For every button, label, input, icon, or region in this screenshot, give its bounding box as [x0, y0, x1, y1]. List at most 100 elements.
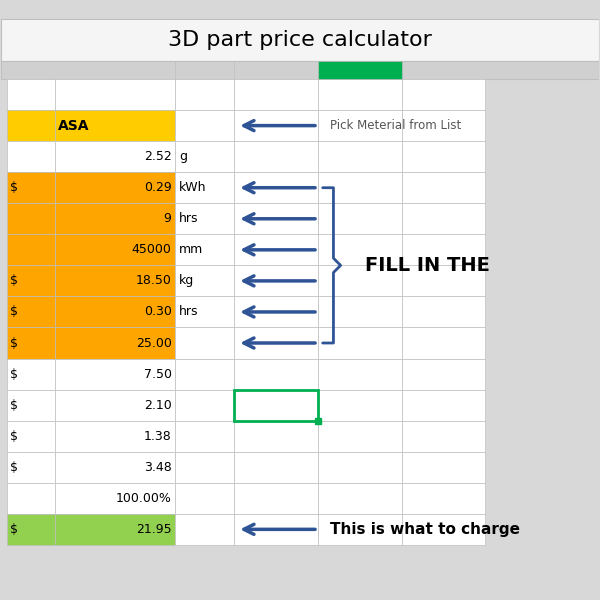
Bar — [175, 483, 235, 514]
Bar — [55, 79, 175, 110]
Text: ASA: ASA — [58, 119, 89, 133]
Text: 3D part price calculator: 3D part price calculator — [168, 30, 432, 50]
Bar — [7, 421, 55, 452]
Text: g: g — [179, 150, 187, 163]
Text: mm: mm — [179, 244, 203, 256]
Bar — [1, 61, 599, 79]
Bar — [401, 235, 485, 265]
Bar — [318, 79, 401, 110]
Bar — [7, 265, 55, 296]
Bar — [55, 265, 175, 296]
Text: 9: 9 — [164, 212, 172, 225]
Text: 1.38: 1.38 — [144, 430, 172, 443]
Text: kWh: kWh — [179, 181, 207, 194]
Text: 0.29: 0.29 — [144, 181, 172, 194]
Text: 3.48: 3.48 — [144, 461, 172, 474]
Bar — [175, 389, 235, 421]
Bar — [55, 235, 175, 265]
Bar — [1, 19, 599, 61]
Bar — [235, 141, 318, 172]
Bar — [401, 328, 485, 359]
Bar — [55, 359, 175, 389]
Text: hrs: hrs — [179, 212, 199, 225]
Bar — [401, 79, 485, 110]
Text: 21.95: 21.95 — [136, 523, 172, 536]
Bar — [7, 79, 55, 110]
Bar — [7, 172, 55, 203]
Bar — [7, 514, 55, 545]
Bar — [7, 110, 55, 141]
Bar — [55, 452, 175, 483]
Bar — [318, 61, 401, 79]
Bar — [175, 265, 235, 296]
Bar — [401, 110, 485, 141]
Bar — [7, 359, 55, 389]
Bar — [318, 452, 401, 483]
Bar — [235, 265, 318, 296]
Bar — [235, 172, 318, 203]
Bar — [401, 421, 485, 452]
Bar — [175, 328, 235, 359]
Bar — [7, 235, 55, 265]
Bar — [401, 514, 485, 545]
Bar — [7, 203, 55, 235]
Bar — [401, 172, 485, 203]
Text: 25.00: 25.00 — [136, 337, 172, 349]
Bar — [235, 389, 318, 421]
Bar — [55, 296, 175, 328]
Bar — [318, 172, 401, 203]
Bar — [175, 514, 235, 545]
Bar — [175, 296, 235, 328]
Bar — [235, 235, 318, 265]
Bar — [401, 483, 485, 514]
Bar — [401, 203, 485, 235]
Bar — [235, 296, 318, 328]
Text: 100.00%: 100.00% — [116, 492, 172, 505]
Text: This is what to charge: This is what to charge — [330, 522, 520, 537]
Bar — [7, 328, 55, 359]
Bar — [175, 235, 235, 265]
Bar — [55, 110, 175, 141]
Bar — [55, 203, 175, 235]
Text: 45000: 45000 — [132, 244, 172, 256]
Bar — [318, 203, 401, 235]
Bar — [235, 110, 318, 141]
Bar — [318, 359, 401, 389]
Text: $: $ — [10, 337, 19, 349]
Bar — [401, 141, 485, 172]
Bar — [318, 141, 401, 172]
Text: 2.10: 2.10 — [144, 398, 172, 412]
Bar — [55, 328, 175, 359]
Bar — [175, 421, 235, 452]
Bar — [175, 141, 235, 172]
Bar — [235, 421, 318, 452]
Bar — [318, 483, 401, 514]
Bar — [7, 141, 55, 172]
Bar — [401, 359, 485, 389]
Bar — [175, 172, 235, 203]
Bar — [7, 452, 55, 483]
Bar — [318, 421, 401, 452]
Bar — [175, 110, 235, 141]
Bar — [235, 359, 318, 389]
Bar — [318, 296, 401, 328]
Bar — [55, 421, 175, 452]
Text: 0.30: 0.30 — [144, 305, 172, 319]
Bar — [235, 79, 318, 110]
Bar — [175, 79, 235, 110]
Bar — [7, 483, 55, 514]
Text: $: $ — [10, 181, 19, 194]
Bar — [318, 328, 401, 359]
Bar — [235, 483, 318, 514]
Bar — [235, 389, 318, 421]
Bar — [235, 203, 318, 235]
Text: $: $ — [10, 305, 19, 319]
Bar — [175, 359, 235, 389]
Bar — [55, 172, 175, 203]
Text: $: $ — [10, 398, 19, 412]
Bar — [235, 514, 318, 545]
Text: 2.52: 2.52 — [144, 150, 172, 163]
Bar — [55, 483, 175, 514]
Bar — [55, 141, 175, 172]
Bar — [235, 452, 318, 483]
